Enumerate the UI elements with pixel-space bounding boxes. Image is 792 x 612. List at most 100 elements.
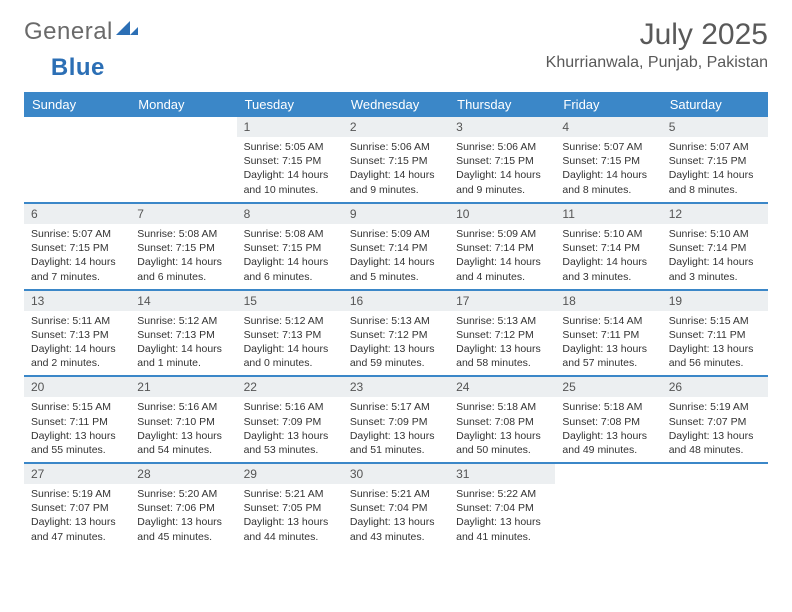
detail-line: Sunrise: 5:10 AM bbox=[669, 227, 761, 241]
detail-line: and 55 minutes. bbox=[31, 443, 123, 457]
detail-line: Sunrise: 5:10 AM bbox=[562, 227, 654, 241]
day-details: Sunrise: 5:09 AMSunset: 7:14 PMDaylight:… bbox=[343, 224, 449, 289]
detail-line: and 9 minutes. bbox=[350, 183, 442, 197]
day-number: 8 bbox=[237, 204, 343, 224]
day-details: Sunrise: 5:15 AMSunset: 7:11 PMDaylight:… bbox=[662, 311, 768, 376]
calendar-cell: 22Sunrise: 5:16 AMSunset: 7:09 PMDayligh… bbox=[237, 376, 343, 463]
day-header: Wednesday bbox=[343, 92, 449, 117]
day-number: 31 bbox=[449, 464, 555, 484]
detail-line: Daylight: 13 hours bbox=[456, 429, 548, 443]
detail-line: Sunset: 7:13 PM bbox=[31, 328, 123, 342]
day-header: Monday bbox=[130, 92, 236, 117]
detail-line: Sunrise: 5:08 AM bbox=[244, 227, 336, 241]
day-header: Friday bbox=[555, 92, 661, 117]
detail-line: and 49 minutes. bbox=[562, 443, 654, 457]
brand-part1: General bbox=[24, 18, 113, 46]
calendar-cell: 4 Sunrise: 5:07 AMSunset: 7:15 PMDaylight… bbox=[555, 117, 661, 203]
detail-line: Sunset: 7:15 PM bbox=[244, 154, 336, 168]
detail-line: Sunrise: 5:19 AM bbox=[669, 400, 761, 414]
day-number: 4 bbox=[555, 117, 661, 137]
day-details: Sunrise: 5:10 AMSunset: 7:14 PMDaylight:… bbox=[555, 224, 661, 289]
detail-line: Sunrise: 5:22 AM bbox=[456, 487, 548, 501]
detail-line: and 5 minutes. bbox=[350, 270, 442, 284]
day-details: Sunrise: 5:17 AMSunset: 7:09 PMDaylight:… bbox=[343, 397, 449, 462]
detail-line: Sunset: 7:14 PM bbox=[562, 241, 654, 255]
detail-line: Daylight: 14 hours bbox=[456, 168, 548, 182]
day-details: Sunrise: 5:11 AMSunset: 7:13 PMDaylight:… bbox=[24, 311, 130, 376]
detail-line: Daylight: 13 hours bbox=[31, 429, 123, 443]
detail-line: Sunset: 7:15 PM bbox=[562, 154, 654, 168]
detail-line: Sunrise: 5:21 AM bbox=[350, 487, 442, 501]
calendar-cell: 15Sunrise: 5:12 AMSunset: 7:13 PMDayligh… bbox=[237, 290, 343, 377]
calendar-cell: 30Sunrise: 5:21 AMSunset: 7:04 PMDayligh… bbox=[343, 463, 449, 549]
day-details: Sunrise: 5:08 AMSunset: 7:15 PMDaylight:… bbox=[237, 224, 343, 289]
detail-line: Sunrise: 5:17 AM bbox=[350, 400, 442, 414]
detail-line: Sunset: 7:15 PM bbox=[244, 241, 336, 255]
detail-line: Sunrise: 5:13 AM bbox=[456, 314, 548, 328]
detail-line: and 7 minutes. bbox=[31, 270, 123, 284]
detail-line: and 43 minutes. bbox=[350, 530, 442, 544]
detail-line: Sunset: 7:11 PM bbox=[669, 328, 761, 342]
calendar-week-row: 1Sunrise: 5:05 AMSunset: 7:15 PMDaylight… bbox=[24, 117, 768, 203]
detail-line: Daylight: 13 hours bbox=[244, 515, 336, 529]
day-number: 3 bbox=[449, 117, 555, 137]
calendar-cell: 16Sunrise: 5:13 AMSunset: 7:12 PMDayligh… bbox=[343, 290, 449, 377]
calendar-cell bbox=[555, 463, 661, 549]
detail-line: Sunrise: 5:15 AM bbox=[31, 400, 123, 414]
day-number: 6 bbox=[24, 204, 130, 224]
calendar-week-row: 27Sunrise: 5:19 AMSunset: 7:07 PMDayligh… bbox=[24, 463, 768, 549]
detail-line: Sunset: 7:11 PM bbox=[31, 415, 123, 429]
calendar-cell: 7Sunrise: 5:08 AMSunset: 7:15 PMDaylight… bbox=[130, 203, 236, 290]
day-number: 17 bbox=[449, 291, 555, 311]
detail-line: Daylight: 14 hours bbox=[137, 255, 229, 269]
detail-line: Daylight: 14 hours bbox=[562, 168, 654, 182]
calendar-cell bbox=[662, 463, 768, 549]
detail-line: Sunset: 7:13 PM bbox=[137, 328, 229, 342]
day-details: Sunrise: 5:18 AMSunset: 7:08 PMDaylight:… bbox=[449, 397, 555, 462]
detail-line: Sunrise: 5:12 AM bbox=[137, 314, 229, 328]
detail-line: Sunset: 7:05 PM bbox=[244, 501, 336, 515]
detail-line: Daylight: 13 hours bbox=[562, 429, 654, 443]
detail-line: Daylight: 13 hours bbox=[31, 515, 123, 529]
detail-line: and 10 minutes. bbox=[244, 183, 336, 197]
detail-line: Sunset: 7:13 PM bbox=[244, 328, 336, 342]
detail-line: Sunset: 7:07 PM bbox=[31, 501, 123, 515]
calendar-cell: 24Sunrise: 5:18 AMSunset: 7:08 PMDayligh… bbox=[449, 376, 555, 463]
day-number: 20 bbox=[24, 377, 130, 397]
detail-line: Daylight: 14 hours bbox=[669, 255, 761, 269]
day-details: Sunrise: 5:05 AMSunset: 7:15 PMDaylight:… bbox=[237, 137, 343, 202]
day-details: Sunrise: 5:08 AMSunset: 7:15 PMDaylight:… bbox=[130, 224, 236, 289]
detail-line: and 57 minutes. bbox=[562, 356, 654, 370]
detail-line: Sunrise: 5:08 AM bbox=[137, 227, 229, 241]
calendar-cell: 21Sunrise: 5:16 AMSunset: 7:10 PMDayligh… bbox=[130, 376, 236, 463]
calendar-week-row: 20Sunrise: 5:15 AMSunset: 7:11 PMDayligh… bbox=[24, 376, 768, 463]
calendar-cell: 1Sunrise: 5:05 AMSunset: 7:15 PMDaylight… bbox=[237, 117, 343, 203]
detail-line: Sunset: 7:15 PM bbox=[669, 154, 761, 168]
location-text: Khurrianwala, Punjab, Pakistan bbox=[546, 54, 768, 72]
detail-line: Sunset: 7:12 PM bbox=[456, 328, 548, 342]
day-number: 9 bbox=[343, 204, 449, 224]
detail-line: Daylight: 13 hours bbox=[137, 429, 229, 443]
detail-line: and 45 minutes. bbox=[137, 530, 229, 544]
calendar-cell: 9Sunrise: 5:09 AMSunset: 7:14 PMDaylight… bbox=[343, 203, 449, 290]
detail-line: Sunset: 7:10 PM bbox=[137, 415, 229, 429]
detail-line: Sunrise: 5:18 AM bbox=[562, 400, 654, 414]
detail-line: Sunset: 7:04 PM bbox=[456, 501, 548, 515]
detail-line: Daylight: 13 hours bbox=[456, 342, 548, 356]
calendar-cell: 19Sunrise: 5:15 AMSunset: 7:11 PMDayligh… bbox=[662, 290, 768, 377]
detail-line: and 0 minutes. bbox=[244, 356, 336, 370]
detail-line: Sunrise: 5:07 AM bbox=[562, 140, 654, 154]
detail-line: and 8 minutes. bbox=[562, 183, 654, 197]
day-number: 5 bbox=[662, 117, 768, 137]
brand-logo: General bbox=[24, 18, 138, 46]
detail-line: and 8 minutes. bbox=[669, 183, 761, 197]
day-header: Thursday bbox=[449, 92, 555, 117]
detail-line: Sunset: 7:15 PM bbox=[456, 154, 548, 168]
detail-line: Sunset: 7:09 PM bbox=[350, 415, 442, 429]
detail-line: Daylight: 13 hours bbox=[350, 515, 442, 529]
calendar-cell: 18Sunrise: 5:14 AMSunset: 7:11 PMDayligh… bbox=[555, 290, 661, 377]
day-number: 12 bbox=[662, 204, 768, 224]
detail-line: Daylight: 14 hours bbox=[562, 255, 654, 269]
day-details: Sunrise: 5:13 AMSunset: 7:12 PMDaylight:… bbox=[449, 311, 555, 376]
detail-line: Sunrise: 5:06 AM bbox=[456, 140, 548, 154]
